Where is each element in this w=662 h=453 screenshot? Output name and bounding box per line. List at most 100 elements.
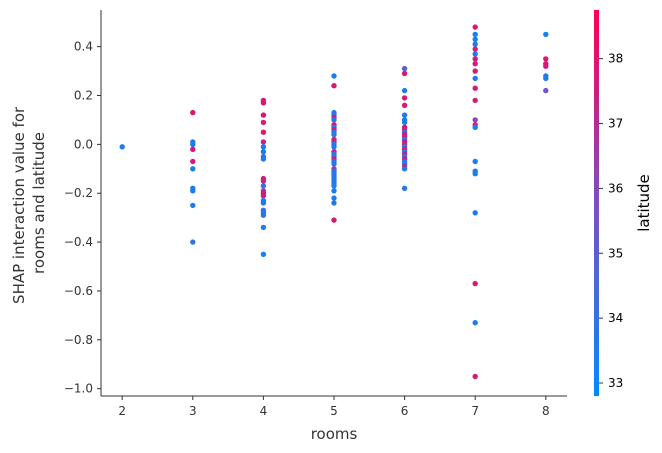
colorbar-tick-label: 34 — [608, 311, 623, 325]
scatter-point — [543, 31, 549, 38]
y-tick-label: −0.2 — [64, 186, 93, 200]
scatter-point — [190, 166, 196, 172]
x-tick-label: 2 — [118, 404, 126, 418]
scatter-point — [401, 65, 408, 72]
scatter-point — [472, 210, 478, 216]
x-tick-label: 8 — [542, 404, 550, 418]
scatter-point — [472, 171, 478, 177]
y-axis-label-line-2: rooms and latitude — [30, 132, 48, 274]
colorbar-tick-label: 37 — [608, 117, 623, 131]
scatter-point — [543, 63, 549, 69]
colorbar-tick-label: 36 — [608, 181, 623, 195]
colorbar-label: latitude — [635, 174, 653, 232]
scatter-point — [331, 117, 337, 123]
y-tick-label: −0.6 — [64, 284, 93, 298]
scatter-point — [401, 70, 408, 77]
scatter-point — [472, 46, 478, 52]
scatter-point — [472, 31, 478, 38]
scatter-point — [543, 56, 549, 62]
scatter-point — [190, 239, 196, 245]
scatter-point — [331, 131, 337, 138]
scatter-point — [401, 185, 408, 191]
scatter-point — [260, 112, 267, 118]
scatter-point — [331, 195, 337, 201]
y-tick-label: −0.8 — [64, 333, 93, 347]
scatter-point — [472, 56, 478, 62]
scatter-point — [472, 280, 478, 287]
scatter-point — [331, 200, 337, 206]
scatter-point — [260, 139, 267, 145]
scatter-point — [472, 75, 478, 82]
scatter-point — [401, 95, 408, 101]
scatter-point — [260, 144, 267, 150]
scatter-point — [472, 36, 478, 42]
scatter-point — [472, 24, 478, 30]
x-axis-label: rooms — [311, 425, 358, 443]
scatter-point — [472, 124, 478, 130]
scatter-point — [543, 87, 549, 94]
scatter-point — [190, 146, 196, 152]
scatter-point — [119, 144, 125, 150]
scatter-point — [472, 117, 478, 123]
x-tick-label: 5 — [330, 404, 338, 418]
scatter-point — [190, 109, 196, 116]
scatter-point — [260, 183, 267, 189]
scatter-point — [401, 166, 408, 172]
x-tick-label: 4 — [260, 404, 268, 418]
scatter-point — [472, 61, 478, 67]
scatter-point — [190, 188, 196, 194]
scatter-point — [401, 87, 408, 94]
scatter-point — [472, 373, 478, 380]
scatter-point — [472, 41, 478, 47]
scatter-point — [260, 212, 267, 218]
scatter-point — [331, 73, 337, 79]
x-tick-label: 3 — [189, 404, 197, 418]
scatter-point — [543, 75, 549, 82]
scatter-point — [190, 141, 196, 148]
y-tick-label: −0.4 — [64, 235, 93, 249]
y-tick-label: 0.0 — [74, 137, 93, 151]
y-tick-label: 0.4 — [74, 40, 93, 54]
scatter-point — [401, 102, 408, 109]
y-tick-label: −1.0 — [64, 382, 93, 396]
y-axis-label: SHAP interaction value for rooms and lat… — [10, 102, 48, 304]
y-axis-label-line-1: SHAP interaction value for — [10, 106, 28, 304]
colorbar-ticks: 33 34 35 36 37 38 — [599, 52, 623, 390]
colorbar-gradient — [594, 10, 599, 396]
scatter-point — [260, 100, 267, 106]
colorbar-tick-label: 33 — [608, 376, 623, 390]
colorbar: 33 34 35 36 37 38 latitude — [594, 10, 653, 396]
scatter-point — [331, 183, 337, 189]
scatter-point — [260, 119, 267, 126]
scatter-point — [260, 224, 267, 231]
y-tick-label: 0.2 — [74, 89, 93, 103]
scatter-point — [472, 320, 478, 326]
x-tick-label: 6 — [401, 404, 409, 418]
scatter-point — [472, 85, 478, 91]
scatter-point — [331, 188, 337, 194]
scatter-point — [331, 161, 337, 167]
x-axis-ticks: 2 3 4 5 6 7 8 — [118, 396, 550, 418]
x-tick-label: 7 — [471, 404, 479, 418]
scatter-point — [401, 119, 408, 126]
scatter-point — [260, 200, 267, 206]
scatter-point — [190, 158, 196, 165]
scatter-point — [260, 178, 267, 184]
scatter-point — [260, 129, 267, 135]
colorbar-tick-label: 35 — [608, 246, 623, 260]
scatter-point — [260, 156, 267, 162]
scatter-point — [472, 97, 478, 104]
scatter-point — [331, 217, 337, 223]
scatter-points — [119, 24, 549, 380]
scatter-point — [472, 68, 478, 74]
scatter-point — [472, 51, 478, 57]
colorbar-tick-label: 38 — [608, 52, 623, 66]
y-axis-ticks: 0.4 0.2 0.0 −0.2 −0.4 −0.6 −0.8 −1.0 — [64, 40, 101, 396]
scatter-point — [190, 202, 196, 209]
scatter-point — [401, 112, 408, 118]
scatter-point — [260, 251, 267, 257]
scatter-point — [260, 149, 267, 155]
scatter-point — [331, 144, 337, 150]
scatter-point — [331, 83, 337, 89]
